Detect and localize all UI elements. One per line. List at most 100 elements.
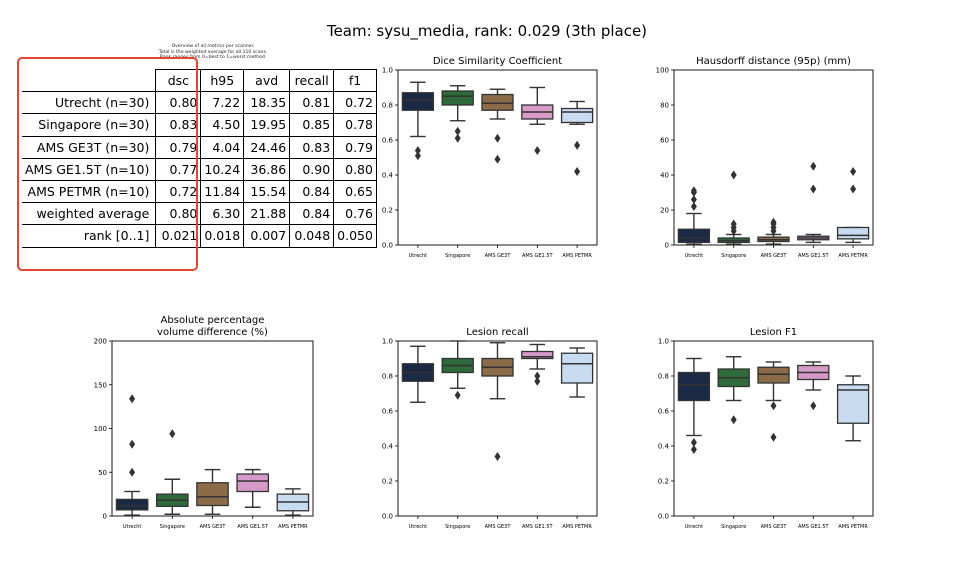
column-header-recall: recall [289,68,335,93]
x-tick-label: Utrecht [685,253,704,259]
box [115,498,149,511]
box [757,366,790,384]
x-tick-label: Utrecht [685,524,704,530]
y-tick-label: 60 [660,137,669,145]
y-tick-label: 0.6 [658,408,670,416]
y-tick-label: 100 [94,425,107,433]
x-tick-label: AMS GE1.5T [522,253,553,259]
table-cell: 0.018 [200,224,245,248]
x-tick-label: AMS GE1.5T [798,524,829,530]
y-tick-label: 80 [660,102,669,110]
y-tick-label: 0.0 [658,513,669,521]
table-cell: 21.88 [243,202,291,226]
x-tick-label: AMS PETMR [838,524,868,530]
box [401,92,435,111]
x-tick-label: AMS GE3T [761,253,788,259]
outlier-point [730,170,737,180]
box [836,384,870,424]
box-chart: Lesion F1 0.0 0.2 0.4 0.6 0.8 1.0 Utrecht Singap… [658,327,874,530]
y-tick-label: 0.2 [658,478,669,486]
y-tick-label: 0.0 [382,242,393,250]
figure-title: Team: sysu_media, rank: 0.029 (3th place… [326,22,648,40]
outlier-point [454,133,461,143]
table-cell: 0.77 [155,157,202,181]
box [236,473,270,493]
x-tick-label: AMS PETMR [562,253,592,259]
outlier-point [129,467,136,477]
table-cell: 0.021 [155,224,202,248]
y-tick-label: 1.0 [658,338,669,346]
table-cell: 0.90 [289,157,335,181]
table-cell: 0.80 [155,91,202,115]
box [521,350,554,360]
outlier-point [494,133,501,143]
outlier-point [454,126,461,136]
box [196,482,229,507]
table-cell: 0.65 [333,179,377,204]
outlier-point [414,151,421,161]
y-tick-label: 1.0 [382,67,393,75]
box [677,371,711,402]
outlier-point [810,161,817,171]
x-tick-label: AMS GE1.5T [798,253,829,259]
y-tick-label: 0.6 [382,137,394,145]
x-tick-label: AMS GE3T [485,253,512,259]
table-row: AMS GE3T (n=30) 0.79 4.04 24.46 0.83 0.7… [22,135,377,159]
y-tick-label: 1.0 [382,338,393,346]
outlier-point [730,219,737,229]
y-tick-label: 50 [98,469,107,477]
metrics-table: dsc h95 avd recall f1 Utrecht (n=30) 0.8… [22,68,377,248]
outlier-point [574,167,581,176]
y-tick-label: 20 [660,207,669,215]
caption-line: Rank ranges from 0=best to 1=worst metho… [159,55,267,61]
y-tick-label: 0.8 [658,373,669,381]
outlier-point [129,394,136,404]
table-cell: 0.007 [243,224,291,248]
y-tick-label: 40 [660,172,669,180]
x-tick-label: AMS GE3T [761,524,788,530]
chart-title: Hausdorff distance (95p) (mm) [696,56,851,67]
table-cell: 0.81 [289,91,335,115]
caption-line: Total is the weighted average for all 11… [158,49,268,55]
outlier-point [494,154,501,164]
table-header-row: dsc h95 avd recall f1 [22,68,377,93]
outlier-point [534,146,541,155]
outlier-point [414,146,421,155]
outlier-point [129,439,136,449]
y-tick-label: 150 [94,381,107,389]
table-cell: 0.80 [155,202,202,226]
box [441,90,474,106]
box-chart: Dice Similarity Coefficient 0.0 0.2 0.4 0.6 0… [382,56,598,259]
x-tick-label: Singapore [721,524,746,530]
row-label: rank [0..1] [22,224,157,248]
table-cell: 0.80 [333,157,377,181]
table-cell: 0.048 [289,224,335,248]
table-row: rank [0..1] 0.021 0.018 0.007 0.048 0.05… [22,224,377,248]
y-tick-label: 200 [94,338,107,346]
x-tick-label: Utrecht [409,253,428,259]
outlier-point [810,184,817,194]
outlier-point [534,376,541,386]
caption-line: Overview of all metrics per scanner. [171,44,255,49]
box-chart: Lesion recall 0.0 0.2 0.4 0.6 0.8 1.0 Utrecht Si… [382,327,598,530]
chart-title: Lesion recall [466,327,528,338]
x-tick-label: AMS GE1.5T [522,524,553,530]
table-row: Utrecht (n=30) 0.80 7.22 18.35 0.81 0.72 [22,91,377,115]
box-chart: Hausdorff distance (95p) (mm) 0 20 40 60 80 10… [656,56,874,259]
x-tick-label: Utrecht [123,524,142,530]
outlier-point [454,390,461,400]
y-tick-label: 0.2 [382,478,393,486]
outlier-point [169,429,176,439]
x-tick-label: AMS PETMR [278,524,308,530]
x-tick-label: Utrecht [409,524,428,530]
outlier-point [690,438,697,447]
outlier-point [850,184,857,194]
row-label: AMS PETMR (n=10) [22,179,157,204]
chart-title: Lesion F1 [750,327,797,338]
chart-title: volume difference (%) [157,327,268,338]
x-tick-label: AMS PETMR [562,524,592,530]
outlier-point [730,415,737,425]
chart-title: Absolute percentage [161,315,265,326]
x-tick-label: Singapore [721,253,746,259]
